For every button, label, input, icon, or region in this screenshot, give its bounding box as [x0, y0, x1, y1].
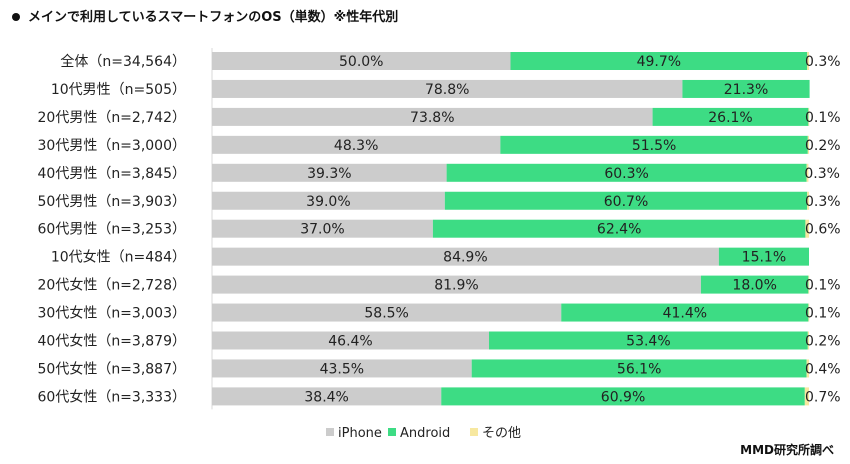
- bar-segment-iphone: [212, 387, 442, 406]
- category-label: 全体（n=34,564）: [60, 53, 186, 70]
- data-label-android: 60.7%: [604, 194, 648, 210]
- bar-segment-android: [444, 191, 808, 210]
- legend-swatch-android: [388, 428, 396, 436]
- bar-segment-iphone: [212, 79, 683, 98]
- data-label-iphone: 58.5%: [364, 306, 408, 322]
- legend-label-iphone: iPhone: [338, 426, 382, 441]
- bar-segment-iphone: [212, 247, 719, 266]
- chart-title: メインで利用しているスマートフォンのOS（単数）※性年代別: [12, 6, 398, 25]
- bar-segment-other: [805, 219, 809, 238]
- bar-segment-iphone: [212, 359, 472, 378]
- chart-title-text: メインで利用しているスマートフォンのOS（単数）※性年代別: [28, 10, 399, 25]
- data-label-other: 0.1%: [805, 306, 841, 322]
- data-label-android: 15.1%: [742, 250, 786, 266]
- data-label-android: 53.4%: [626, 334, 670, 350]
- data-label-android: 49.7%: [637, 54, 681, 70]
- data-label-iphone: 78.8%: [425, 82, 469, 98]
- bar-segment-android: [441, 387, 805, 406]
- data-label-other: 0.2%: [805, 334, 841, 350]
- legend-label-other: その他: [482, 426, 521, 441]
- data-label-iphone: 37.0%: [300, 222, 344, 238]
- data-label-other: 0.3%: [805, 194, 841, 210]
- bar-segment-other: [808, 107, 810, 126]
- bullet-icon: [12, 12, 20, 21]
- bar-segment-android: [561, 303, 809, 322]
- category-label: 10代男性（n=505）: [51, 82, 186, 98]
- bar-segment-iphone: [212, 52, 511, 70]
- legend-label-android: Android: [400, 426, 450, 441]
- bar-segment-android: [652, 107, 809, 126]
- bar-segment-other: [807, 331, 809, 350]
- bar-segment-iphone: [212, 219, 433, 238]
- bar-segment-android: [432, 219, 806, 238]
- data-label-iphone: 39.0%: [306, 194, 350, 210]
- bar-segment-iphone: [212, 163, 447, 182]
- data-label-other: 0.4%: [805, 361, 841, 377]
- data-label-android: 18.0%: [732, 278, 776, 294]
- data-label-iphone: 50.0%: [339, 54, 383, 70]
- data-label-iphone: 81.9%: [434, 278, 478, 294]
- data-label-android: 21.3%: [724, 82, 768, 98]
- data-label-other: 0.2%: [805, 138, 841, 154]
- bar-segment-other: [808, 303, 810, 322]
- legend-swatch-iphone: [326, 428, 334, 436]
- data-label-other: 0.1%: [805, 278, 841, 294]
- bar-segment-android: [489, 331, 808, 350]
- data-label-android: 56.1%: [617, 361, 661, 377]
- category-label: 20代女性（n=2,728）: [38, 277, 187, 294]
- legend-swatch-other: [470, 428, 478, 436]
- bar-segment-android: [700, 275, 809, 294]
- data-label-android: 62.4%: [597, 222, 641, 238]
- category-label: 40代女性（n=3,879）: [38, 333, 187, 350]
- data-label-other: 0.7%: [805, 389, 841, 405]
- data-label-iphone: 48.3%: [334, 138, 378, 154]
- data-label-android: 51.5%: [632, 138, 676, 154]
- data-label-iphone: 39.3%: [307, 166, 351, 182]
- bar-segment-iphone: [212, 303, 562, 322]
- bar-segment-android: [510, 52, 808, 70]
- bar-segment-other: [806, 359, 809, 378]
- category-label: 30代男性（n=3,000）: [38, 138, 187, 154]
- bar-segment-android: [718, 247, 809, 266]
- data-label-iphone: 38.4%: [304, 389, 348, 405]
- category-label: 50代男性（n=3,903）: [38, 194, 187, 210]
- category-label: 60代男性（n=3,253）: [38, 222, 187, 238]
- bar-segment-iphone: [212, 135, 501, 154]
- bar-segment-android: [446, 163, 807, 182]
- bar-segment-android: [500, 135, 808, 154]
- category-label: 20代男性（n=2,742）: [38, 110, 187, 126]
- bar-segment-other: [806, 163, 809, 182]
- data-label-iphone: 46.4%: [328, 334, 372, 350]
- data-label-android: 26.1%: [708, 110, 752, 126]
- data-label-other: 0.6%: [805, 222, 841, 238]
- bar-segment-iphone: [212, 191, 445, 210]
- category-label: 10代女性（n=484）: [51, 249, 186, 266]
- category-label: 30代女性（n=3,003）: [38, 305, 187, 322]
- bar-segment-other: [807, 135, 809, 154]
- bar-segment-other: [808, 275, 810, 294]
- data-label-other: 0.3%: [805, 54, 841, 70]
- bar-segment-android: [682, 79, 810, 98]
- bar-segment-other: [807, 52, 809, 70]
- data-label-android: 60.3%: [604, 166, 648, 182]
- category-label: 60代女性（n=3,333）: [38, 388, 187, 405]
- bar-segment-iphone: [212, 107, 653, 126]
- source-credit: MMD研究所調べ: [740, 443, 834, 457]
- category-label: 50代女性（n=3,887）: [38, 360, 187, 377]
- data-label-iphone: 84.9%: [443, 250, 487, 266]
- bar-segment-iphone: [212, 331, 490, 350]
- bar-segment-iphone: [212, 275, 701, 294]
- bar-segment-android: [471, 359, 807, 378]
- category-label: 40代男性（n=3,845）: [38, 166, 187, 182]
- bar-segment-other: [807, 191, 809, 210]
- data-label-iphone: 43.5%: [320, 361, 364, 377]
- data-label-other: 0.3%: [804, 166, 840, 182]
- data-label-iphone: 73.8%: [410, 110, 454, 126]
- data-label-other: 0.1%: [805, 110, 841, 126]
- bar-segment-other: [804, 387, 809, 406]
- data-label-android: 41.4%: [663, 306, 707, 322]
- data-label-android: 60.9%: [601, 389, 645, 405]
